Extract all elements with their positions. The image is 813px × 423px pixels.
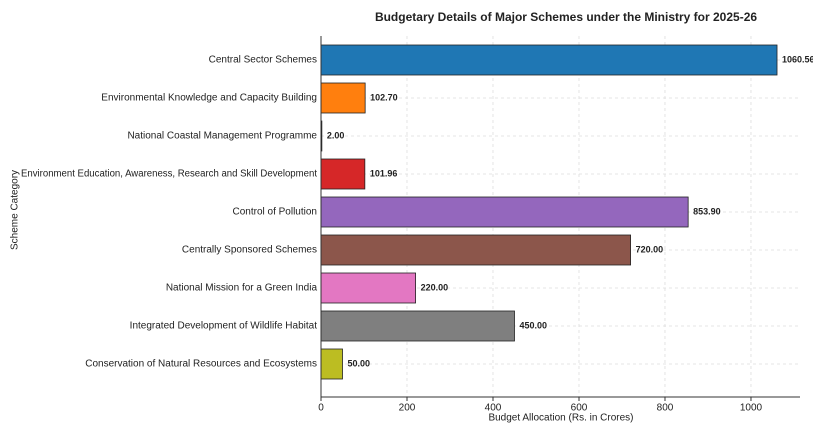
bar [320, 234, 631, 266]
value-label: 101.96 [370, 168, 398, 178]
bar [320, 348, 343, 380]
y-tick-label: National Coastal Management Programme [127, 131, 317, 142]
x-axis-label: Budget Allocation (Rs. in Crores) [488, 413, 633, 423]
y-tick-label: Environment Education, Awareness, Resear… [21, 169, 317, 180]
value-label: 102.70 [370, 92, 398, 102]
bar [320, 310, 515, 342]
y-tick-label: Centrally Sponsored Schemes [182, 245, 317, 256]
y-tick-label: Environmental Knowledge and Capacity Bui… [101, 93, 317, 104]
value-label: 450.00 [519, 320, 547, 330]
bar [320, 196, 689, 228]
x-tick-label: 800 [657, 403, 674, 414]
y-axis-label: Scheme Category [10, 170, 21, 250]
value-label: 1060.56 [782, 54, 813, 64]
value-label: 2.00 [327, 130, 345, 140]
x-tick-label: 1000 [740, 403, 763, 414]
value-label: 220.00 [421, 282, 449, 292]
y-tick-label: Control of Pollution [233, 207, 318, 218]
value-label: 50.00 [347, 358, 370, 368]
chart-title: Budgetary Details of Major Schemes under… [375, 10, 757, 24]
bar [320, 272, 416, 304]
bar [320, 82, 366, 114]
bar [320, 158, 366, 190]
y-tick-label: Conservation of Natural Resources and Ec… [85, 359, 317, 370]
y-tick-label: National Mission for a Green India [166, 283, 318, 294]
x-tick-label: 0 [318, 403, 324, 414]
y-tick-label: Central Sector Schemes [209, 55, 317, 66]
value-label: 853.90 [693, 206, 721, 216]
x-tick-label: 200 [399, 403, 416, 414]
y-tick-label: Integrated Development of Wildlife Habit… [130, 321, 318, 332]
x-tick-label: 600 [571, 403, 588, 414]
bar [320, 44, 778, 76]
value-label: 720.00 [636, 244, 664, 254]
x-tick-label: 400 [485, 403, 502, 414]
